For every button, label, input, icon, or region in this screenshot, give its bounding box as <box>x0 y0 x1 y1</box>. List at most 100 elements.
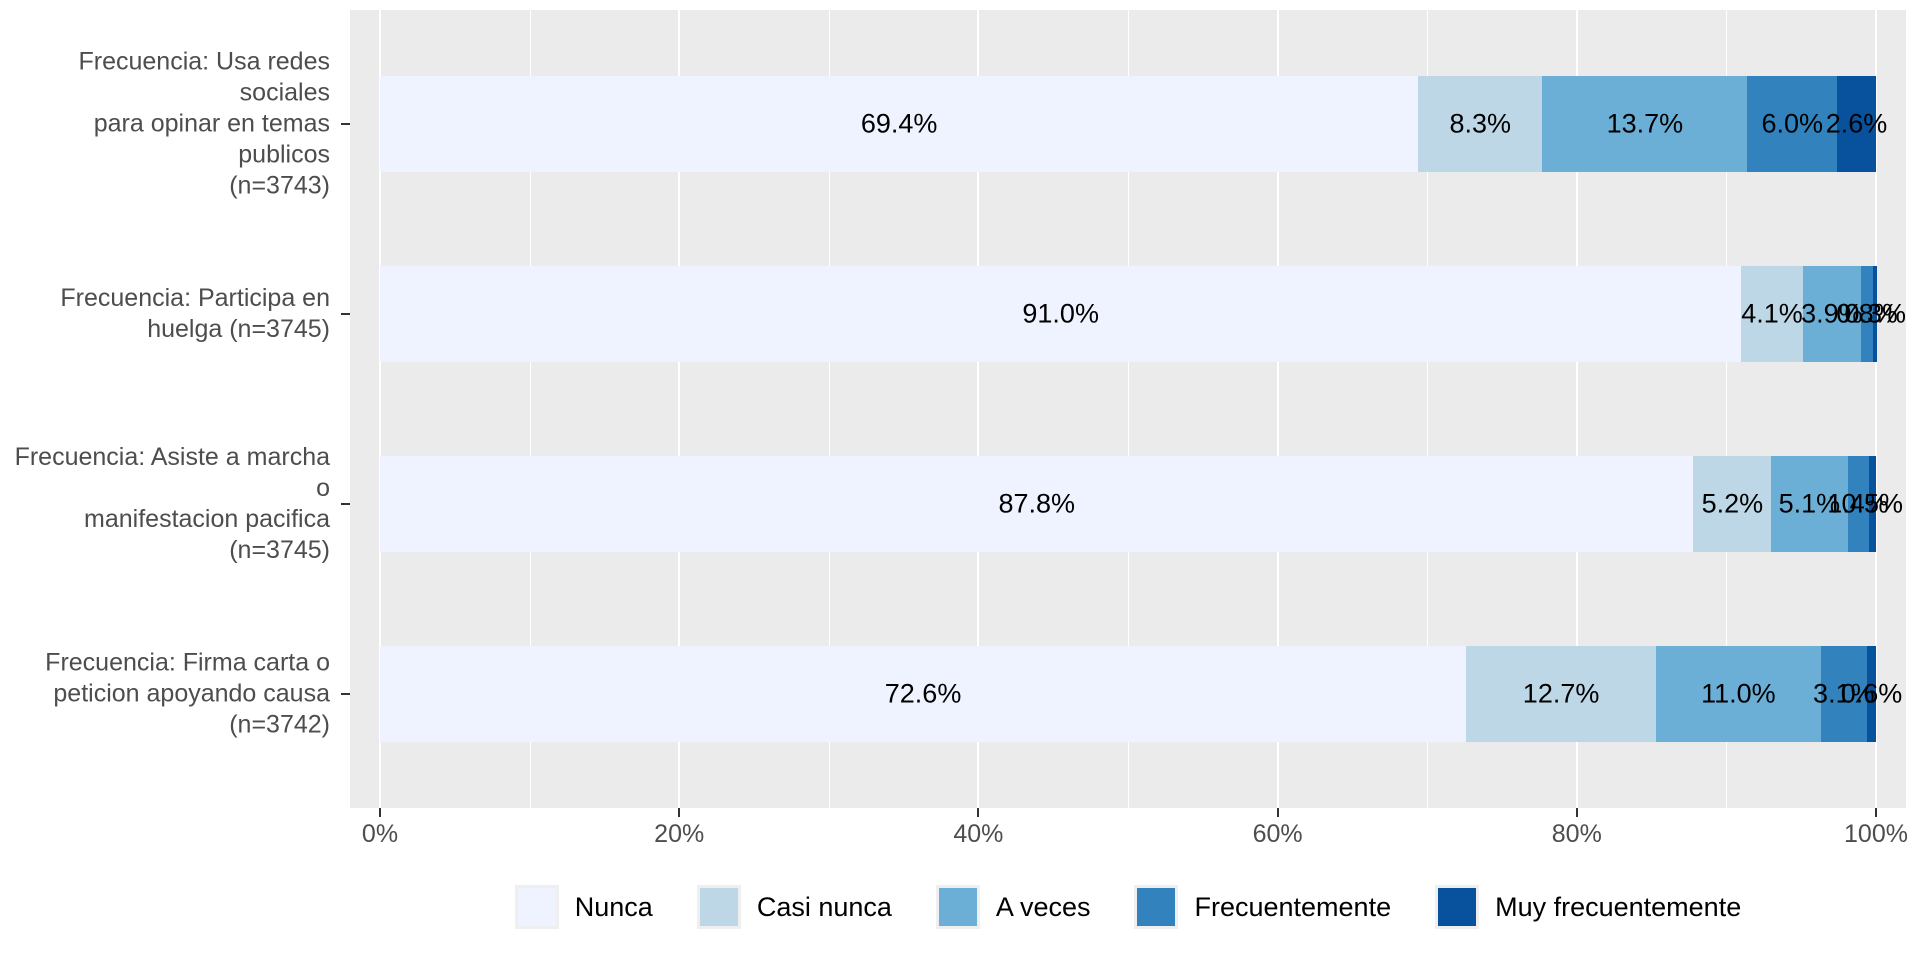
x-axis-tick-label: 40% <box>953 820 1004 848</box>
bar-value-label: 12.7% <box>1522 678 1600 709</box>
bar-segment <box>1656 646 1821 742</box>
y-axis-label-line: manifestacion pacifica <box>84 505 330 533</box>
bar-segment <box>1741 266 1803 362</box>
major-gridline <box>1276 10 1279 808</box>
bar-segment <box>1873 266 1878 362</box>
plot-panel: 69.4% 8.3% 13.7% 6.0% 2.6% 91.0% 4.1% 3.9% 0.8% 0… <box>350 10 1906 808</box>
bar-value-label: 2.6% <box>1825 108 1888 139</box>
legend-key-swatch <box>935 885 980 929</box>
y-axis-label: Frecuencia: Usa redes sociales para opina… <box>0 47 330 202</box>
y-axis-label-line: huelga (n=3745) <box>147 315 330 343</box>
major-gridline <box>1875 10 1877 808</box>
legend-key-swatch <box>696 885 741 929</box>
x-axis-tick <box>379 808 381 817</box>
legend-item: A veces <box>935 885 1091 929</box>
minor-gridline <box>529 10 531 808</box>
bar-value-label: 8.3% <box>1449 108 1512 139</box>
bar-value-label: 13.7% <box>1606 108 1684 139</box>
x-axis-tick-label: 0% <box>361 820 399 848</box>
bar-value-label: 3.9% <box>1801 298 1863 329</box>
minor-gridline <box>1427 10 1429 808</box>
minor-gridline <box>1726 10 1728 808</box>
bar-segment <box>1693 456 1772 552</box>
bar-segment <box>1861 266 1873 362</box>
bar-segment <box>1847 456 1869 552</box>
bar-value-label: 69.4% <box>860 108 938 139</box>
major-gridline <box>379 10 381 808</box>
bar-segment <box>1820 646 1868 742</box>
legend-item: Muy frecuentemente <box>1435 885 1741 929</box>
y-axis-label-line: Frecuencia: Participa en <box>60 284 330 312</box>
bar-segment <box>1466 646 1657 742</box>
legend-item: Frecuentemente <box>1134 885 1391 929</box>
bar-value-label: 91.0% <box>1022 298 1099 329</box>
bar-segment <box>1868 456 1876 552</box>
y-axis-label-line: (n=3742) <box>229 710 330 739</box>
legend-label: A veces <box>995 891 1091 922</box>
minor-gridline <box>1128 10 1129 808</box>
minor-gridline <box>828 10 830 808</box>
bar-segment <box>1771 456 1848 552</box>
y-axis-label-line: (n=3743) <box>229 171 330 200</box>
legend-label: Nunca <box>574 891 653 922</box>
bar-value-label: 11.0% <box>1701 678 1776 709</box>
x-axis-tick-label: 60% <box>1252 820 1303 848</box>
bar-value-label: 1.4% <box>1827 488 1889 519</box>
legend-item: Casi nunca <box>696 885 892 929</box>
legend-label: Frecuentemente <box>1194 891 1392 922</box>
major-gridline <box>678 10 681 808</box>
y-axis-label: Frecuencia: Participa en huelga (n=3745) <box>0 283 330 345</box>
bar-segment <box>380 646 1467 742</box>
bar-value-label: 4.1% <box>1741 298 1803 329</box>
major-gridline <box>1575 10 1578 808</box>
bar-value-label: 0.5% <box>1841 488 1904 519</box>
y-axis-tick <box>341 503 350 505</box>
y-axis-tick <box>341 693 350 695</box>
y-axis-label-line: Frecuencia: Usa redes sociales <box>78 47 330 107</box>
bar-segment <box>1418 76 1543 172</box>
bar-value-label: 87.8% <box>998 488 1076 519</box>
x-axis-tick <box>1875 808 1877 817</box>
y-axis-label-line: para opinar en temas publicos <box>93 109 330 169</box>
bar-segment <box>1837 76 1876 172</box>
bar-segment <box>380 456 1694 552</box>
y-axis-label-line: Frecuencia: Firma carta o <box>45 648 330 677</box>
bar-value-label: 5.1% <box>1778 488 1841 519</box>
bar-value-label: 0.3% <box>1844 298 1906 329</box>
bar-segment <box>380 76 1419 172</box>
x-axis-tick <box>1575 808 1578 817</box>
bar-value-label: 3.1% <box>1813 678 1875 709</box>
x-axis-tick-label: 80% <box>1551 820 1602 848</box>
y-axis-tick <box>341 123 350 125</box>
bar-value-label: 0.8% <box>1836 298 1898 329</box>
bar-value-label: 72.6% <box>884 678 962 709</box>
y-axis-label-line: Frecuencia: Asiste a marcha o <box>14 443 330 502</box>
x-axis-tick <box>977 808 980 817</box>
legend-key-swatch <box>1134 885 1179 929</box>
legend-key-swatch <box>1435 885 1480 929</box>
bar-segment <box>1747 76 1838 172</box>
y-axis-label-line: (n=3745) <box>229 536 330 564</box>
bar-value-label: 6.0% <box>1761 108 1823 139</box>
y-axis-label-line: peticion apoyando causa <box>53 679 330 708</box>
legend-item: Nunca <box>514 885 653 929</box>
x-axis-tick <box>678 808 681 817</box>
x-axis-tick-label: 100% <box>1844 820 1908 848</box>
bar-value-label: 0.6% <box>1840 678 1903 709</box>
y-axis-tick <box>341 313 350 315</box>
legend-label: Muy frecuentemente <box>1495 891 1742 922</box>
bar-value-label: 5.2% <box>1701 488 1764 519</box>
legend: Nunca Casi nunca A veces Frecuentemente Muy … <box>350 876 1906 938</box>
y-axis-label: Frecuencia: Firma carta o peticion apoyan… <box>0 648 330 741</box>
y-axis-label: Frecuencia: Asiste a marcha o manifestaci… <box>0 442 330 566</box>
x-axis-tick-label: 20% <box>654 820 705 848</box>
bar-segment <box>1542 76 1748 172</box>
legend-label: Casi nunca <box>756 891 892 922</box>
bar-segment <box>1867 646 1876 742</box>
bar-segment <box>380 266 1742 362</box>
legend-key-swatch <box>514 885 559 929</box>
bar-segment <box>1802 266 1862 362</box>
x-axis-tick <box>1276 808 1279 817</box>
major-gridline <box>977 10 980 808</box>
